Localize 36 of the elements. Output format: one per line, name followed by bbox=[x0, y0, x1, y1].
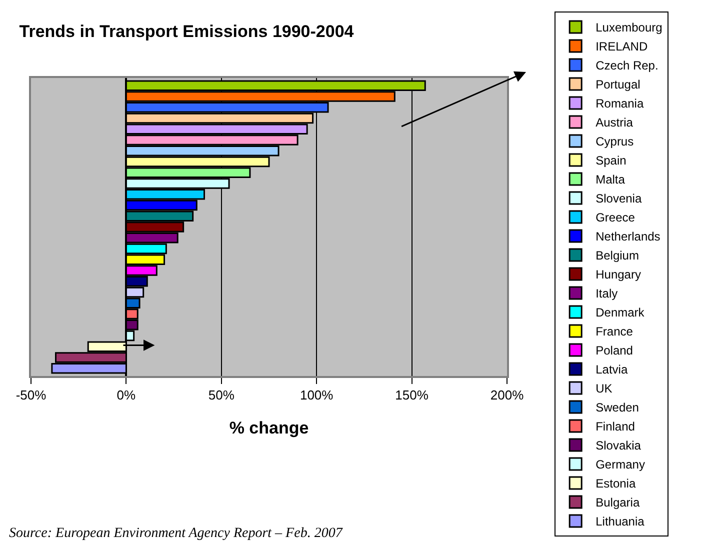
legend-label: UK bbox=[596, 382, 612, 396]
x-tick-label: 0% bbox=[116, 388, 136, 403]
legend-label: Austria bbox=[596, 116, 634, 130]
legend-label: France bbox=[596, 324, 634, 339]
legend-label: IRELAND bbox=[596, 40, 648, 54]
legend-label: Malta bbox=[596, 172, 626, 187]
x-axis-title: % change bbox=[229, 418, 309, 438]
legend-label: Belgium bbox=[596, 248, 639, 263]
legend-label: Cyprus bbox=[596, 134, 634, 149]
source-note: Source: European Environment Agency Report – Feb. 2007 bbox=[9, 526, 344, 541]
legend-label: Netherlands bbox=[596, 230, 660, 244]
legend-label: Bulgaria bbox=[596, 496, 640, 510]
x-tick-label: 100% bbox=[300, 388, 334, 403]
x-tick-label: -50% bbox=[16, 388, 47, 403]
legend-label: Hungary bbox=[596, 268, 641, 282]
legend-label: Finland bbox=[596, 420, 635, 434]
legend-label: Sweden bbox=[596, 400, 639, 415]
legend-label: Greece bbox=[596, 210, 636, 225]
legend-label: Latvia bbox=[596, 362, 628, 377]
legend-label: Luxembourg bbox=[596, 20, 662, 35]
chart-title: Trends in Transport Emissions 1990-2004 bbox=[19, 22, 354, 41]
legend-label: Czech Rep. bbox=[596, 58, 658, 73]
legend-label: Poland bbox=[596, 344, 633, 358]
legend-label: Slovakia bbox=[596, 438, 642, 453]
legend-label: Spain bbox=[596, 154, 626, 168]
x-tick-label: 50% bbox=[208, 388, 235, 403]
legend-label: Portugal bbox=[596, 78, 640, 92]
legend-label: Romania bbox=[596, 96, 644, 111]
legend-label: Estonia bbox=[596, 476, 636, 491]
legend-label: Slovenia bbox=[596, 192, 642, 206]
x-tick-label: 200% bbox=[490, 388, 524, 403]
legend-label: Italy bbox=[596, 286, 618, 301]
x-tick-label: 150% bbox=[395, 388, 429, 403]
legend-label: Germany bbox=[596, 458, 645, 472]
legend-label: Denmark bbox=[596, 306, 646, 320]
legend-label: Lithuania bbox=[596, 514, 645, 529]
